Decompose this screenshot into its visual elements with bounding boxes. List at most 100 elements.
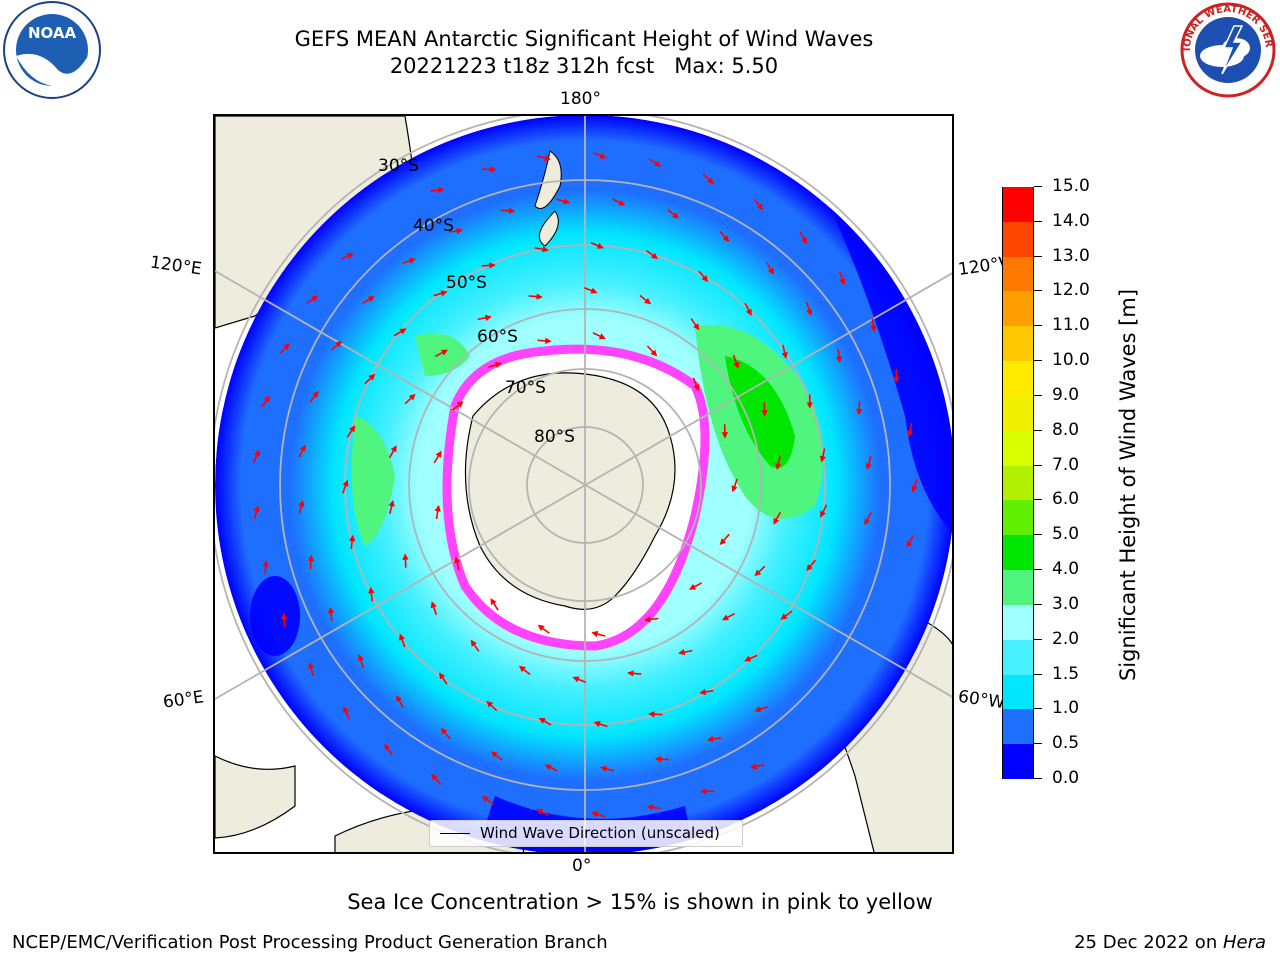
wind-arrow (654, 755, 670, 763)
plot-subtitle: 20221223 t18z 312h fcst Max: 5.50 (389, 54, 779, 78)
wind-arrow (678, 648, 693, 656)
colorbar-tick-label: 15.0 (1052, 176, 1090, 196)
wind-arrow (805, 302, 813, 316)
colorbar-tick-label: 4.0 (1052, 559, 1080, 580)
colorbar-segment (1003, 499, 1033, 536)
footer-branch: NCEP/EMC/Verification Post Processing Pr… (12, 932, 608, 953)
wind-arrow (433, 290, 448, 297)
wind-arrow (555, 198, 571, 205)
wind-arrow (572, 676, 586, 684)
wind-arrow (698, 270, 709, 282)
colorbar-tick (1034, 394, 1042, 396)
wind-arrow (307, 554, 315, 570)
colorbar-segment (1003, 604, 1033, 640)
wind-arrow (528, 293, 543, 300)
colorbar-segment (1003, 256, 1033, 292)
colorbar-tick (1034, 708, 1042, 710)
colorbar-label: Significant Height of Wind Waves [m] (1116, 288, 1140, 682)
colorbar-segment (1003, 465, 1033, 501)
wind-arrow (806, 559, 817, 572)
colorbar-tick (1034, 743, 1042, 745)
wind-arrow (592, 152, 607, 159)
wind-arrow (753, 198, 764, 211)
wind-arrow (368, 586, 375, 602)
lat-label-70s: 70°S (505, 378, 546, 398)
colorbar-tick (1034, 499, 1042, 501)
wind-arrow (280, 612, 288, 628)
wind-arrow (719, 533, 730, 546)
wind-arrow (591, 811, 606, 818)
wind-arrow (537, 624, 550, 634)
colorbar-tick (1034, 186, 1042, 187)
wind-arrow (702, 173, 715, 185)
lat-label-40s: 40°S (413, 216, 454, 236)
wind-arrow (490, 598, 499, 611)
wind-arrow (839, 271, 846, 286)
wind-arrow (340, 252, 354, 261)
wind-arrow (775, 456, 782, 471)
wind-arrow (766, 262, 774, 275)
wind-arrow (448, 227, 464, 235)
wind-arrow (706, 735, 722, 743)
colorbar-tick-label: 1.5 (1052, 663, 1080, 684)
wind-arrow (870, 317, 877, 332)
map-legend: Wind Wave Direction (unscaled) (429, 820, 743, 847)
wind-arrow (732, 354, 740, 369)
wind-arrow (648, 158, 662, 167)
wind-arrow (440, 727, 451, 740)
wind-arrow (799, 231, 808, 245)
wind-arrow (864, 512, 872, 526)
wind-arrow (393, 328, 407, 337)
wind-arrow (835, 348, 843, 364)
wind-arrow (402, 257, 416, 265)
wind-arrow (481, 262, 496, 269)
wind-arrow (744, 302, 752, 316)
colorbar-tick (1034, 569, 1042, 571)
wind-arrow (434, 504, 441, 520)
wind-arrow (261, 395, 271, 408)
wind-arrow (744, 654, 758, 662)
colorbar-tick-label: 6.0 (1052, 489, 1080, 510)
wind-arrow (435, 349, 449, 358)
wind-arrow (364, 373, 376, 385)
wind-arrow (591, 630, 606, 638)
wind-arrow (252, 449, 260, 464)
colorbar-segment (1003, 708, 1033, 745)
wind-arrow (486, 700, 498, 712)
nws-logo-icon: NATIONAL WEATHER SERVICE (1176, 0, 1276, 98)
wind-arrow (388, 445, 397, 459)
wind-arrow (306, 295, 319, 305)
wind-arrow (721, 612, 735, 621)
wind-arrow (819, 448, 826, 463)
colorbar-tick (1034, 325, 1042, 327)
wind-arrow (612, 198, 626, 206)
colorbar-segment (1003, 395, 1033, 431)
lon-label-180: 180° (560, 89, 601, 109)
colorbar-tick-label: 10.0 (1052, 350, 1090, 371)
wind-arrow (855, 400, 863, 416)
wind-arrow (454, 556, 461, 571)
colorbar-segment (1003, 639, 1033, 675)
wind-arrow (451, 401, 464, 411)
lon-label-0: 0° (572, 856, 592, 876)
colorbar-segment (1003, 569, 1033, 605)
wind-arrow (906, 422, 914, 438)
colorbar-tick (1034, 638, 1042, 640)
wind-arrow (430, 601, 438, 616)
footer-date: 25 Dec 2022 on Hera (1074, 932, 1266, 953)
wind-arrow (342, 479, 349, 494)
wind-arrow (648, 711, 663, 718)
colorbar-tick (1034, 220, 1042, 222)
lat-label-80s: 80°S (534, 427, 575, 447)
colorbar-tick (1034, 360, 1042, 362)
wind-arrow (298, 444, 306, 458)
wind-arrow (396, 695, 404, 708)
wind-arrow (699, 688, 714, 696)
colorbar-tick-label: 0.0 (1052, 768, 1080, 788)
wind-arrow (279, 343, 290, 355)
wind-arrow (439, 672, 448, 685)
wind-arrow (719, 230, 730, 243)
colorbar-segment (1003, 360, 1033, 396)
wind-arrow (534, 246, 549, 253)
wind-arrow (688, 582, 702, 590)
